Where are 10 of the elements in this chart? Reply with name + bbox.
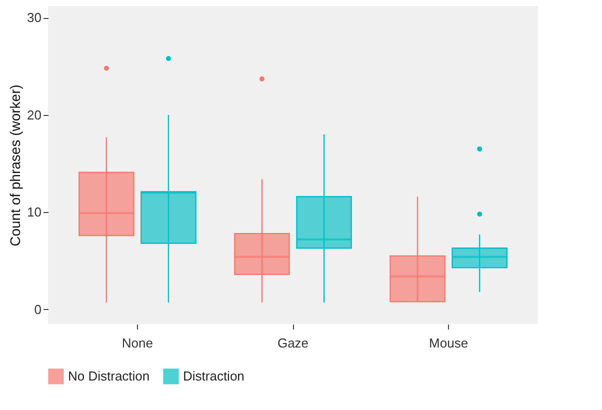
y-tick-label: 20 [27,107,42,122]
y-tick-label: 10 [27,204,42,220]
x-tick-label: Mouse [429,336,468,350]
x-tick-label: Gaze [277,336,309,350]
legend-label: Distraction [183,368,244,384]
y-tick-label: 0 [34,302,42,317]
y-tick-label: 30 [27,10,42,26]
legend-label: No Distraction [68,368,150,384]
y-axis-title: Count of phrases (worker) [7,84,24,246]
x-tick-label: None [122,336,153,350]
